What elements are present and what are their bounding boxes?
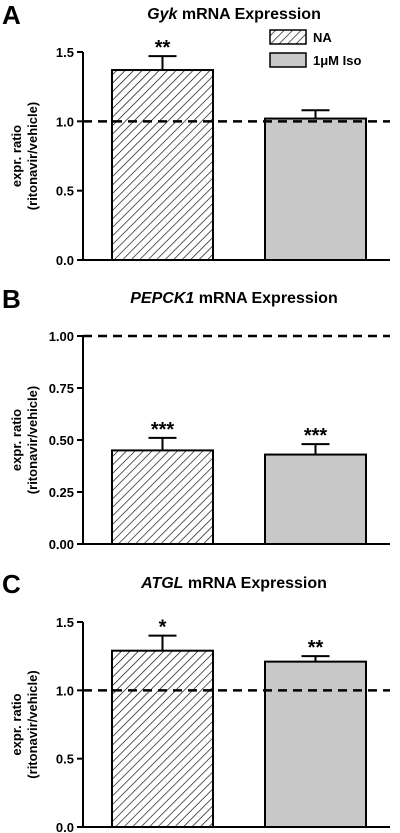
legend-swatch-na <box>269 29 307 45</box>
panel-letter: A <box>2 0 21 30</box>
panel-letter: C <box>2 569 21 599</box>
significance-label: ** <box>308 637 324 659</box>
y-axis-label-line2: (ritonavir/vehicle) <box>25 386 40 494</box>
y-tick-label: 0.0 <box>56 820 74 833</box>
y-tick-label: 1.5 <box>56 45 74 60</box>
significance-label: *** <box>151 419 175 441</box>
chart-title-gene: ATGL <box>140 575 183 592</box>
y-axis-label-line1: expr. ratio <box>9 693 24 755</box>
legend-swatch-iso <box>269 52 307 68</box>
chart-panel-b: B PEPCK1 mRNA Expression expr. ratio (riton… <box>2 284 390 552</box>
bar-iso <box>264 117 367 261</box>
chart-title: Gyk mRNA Expression <box>147 6 321 23</box>
chart-title-gene: Gyk <box>147 6 178 23</box>
y-tick-label: 1.0 <box>56 114 74 129</box>
y-tick-label: 0.0 <box>56 253 74 268</box>
y-axis-label-line2: (ritonavir/vehicle) <box>25 670 40 778</box>
bar-iso <box>264 660 367 829</box>
y-tick-label: 0.5 <box>56 752 74 767</box>
y-tick-label: 0.00 <box>49 537 74 552</box>
y-axis-label-line1: expr. ratio <box>9 409 24 471</box>
y-tick-label: 1.00 <box>49 329 74 344</box>
chart-panel-a: A Gyk mRNA Expression expr. ratio (ritonavi… <box>2 0 390 268</box>
chart-title: PEPCK1 mRNA Expression <box>130 290 337 307</box>
y-tick-label: 1.0 <box>56 683 74 698</box>
legend-label-na: NA <box>313 30 332 45</box>
significance-label: *** <box>304 425 328 447</box>
bar-na <box>111 449 214 545</box>
y-axis-label-line1: expr. ratio <box>9 125 24 187</box>
chart-title-rest: mRNA Expression <box>194 290 337 307</box>
chart-title-gene: PEPCK1 <box>130 290 194 307</box>
legend: NA 1μM Iso <box>269 29 361 68</box>
bar-na <box>111 69 214 261</box>
bar-iso <box>264 453 367 545</box>
chart-title-rest: mRNA Expression <box>183 575 326 592</box>
y-tick-label: 0.75 <box>49 381 74 396</box>
panel-letter: B <box>2 284 21 314</box>
legend-label-iso: 1μM Iso <box>313 53 361 68</box>
y-tick-label: 0.50 <box>49 433 74 448</box>
chart-title-rest: mRNA Expression <box>177 6 320 23</box>
y-axis-label-line2: (ritonavir/vehicle) <box>25 102 40 210</box>
bar-na <box>111 649 214 829</box>
chart-panel-c: C ATGL mRNA Expression expr. ratio (ritonav… <box>2 569 390 833</box>
significance-label: ** <box>155 37 171 59</box>
chart-title: ATGL mRNA Expression <box>140 575 327 592</box>
y-tick-label: 0.25 <box>49 485 74 500</box>
y-tick-label: 0.5 <box>56 184 74 199</box>
y-tick-label: 1.5 <box>56 615 74 630</box>
significance-label: * <box>159 617 167 639</box>
